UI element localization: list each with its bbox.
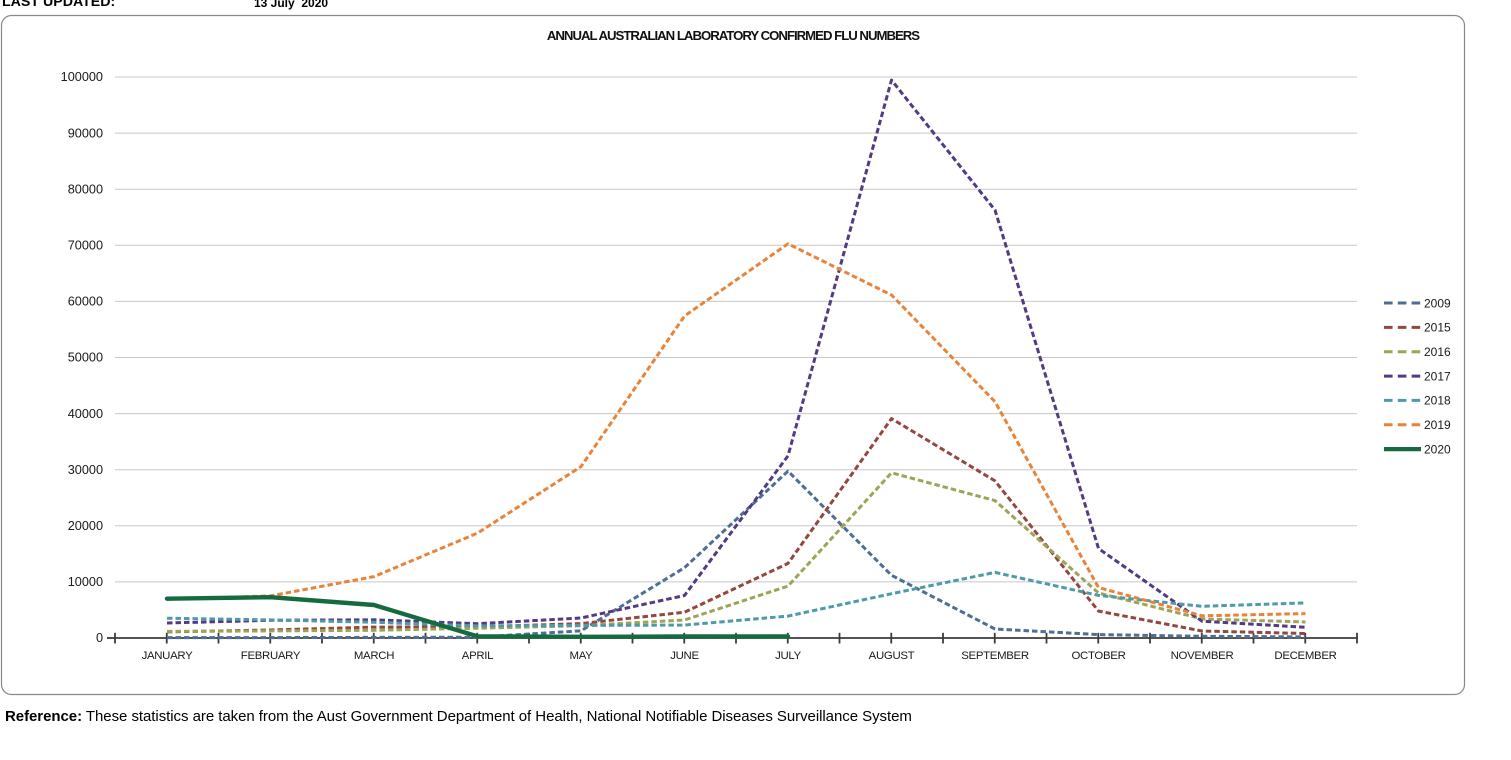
svg-text:40000: 40000 bbox=[68, 407, 103, 421]
svg-text:20000: 20000 bbox=[68, 519, 103, 533]
svg-text:2019: 2019 bbox=[1424, 418, 1451, 432]
svg-text:SEPTEMBER: SEPTEMBER bbox=[961, 650, 1029, 662]
svg-text:NOVEMBER: NOVEMBER bbox=[1171, 650, 1234, 662]
svg-text:60000: 60000 bbox=[68, 295, 103, 309]
svg-text:30000: 30000 bbox=[68, 463, 103, 477]
svg-text:2018: 2018 bbox=[1424, 394, 1451, 408]
svg-text:MAY: MAY bbox=[570, 650, 594, 662]
svg-text:OCTOBER: OCTOBER bbox=[1071, 650, 1125, 662]
svg-text:JUNE: JUNE bbox=[670, 650, 699, 662]
svg-text:0: 0 bbox=[96, 631, 103, 645]
svg-text:2016: 2016 bbox=[1424, 345, 1451, 359]
svg-text:FEBRUARY: FEBRUARY bbox=[241, 650, 301, 662]
svg-text:70000: 70000 bbox=[68, 239, 103, 253]
svg-text:10000: 10000 bbox=[68, 575, 103, 589]
svg-text:APRIL: APRIL bbox=[462, 650, 493, 662]
svg-text:JANUARY: JANUARY bbox=[142, 650, 194, 662]
svg-text:2015: 2015 bbox=[1424, 321, 1451, 335]
svg-text:2009: 2009 bbox=[1424, 296, 1451, 310]
svg-text:90000: 90000 bbox=[68, 126, 103, 140]
svg-text:100000: 100000 bbox=[61, 70, 103, 84]
svg-text:AUGUST: AUGUST bbox=[869, 650, 915, 662]
svg-text:2020: 2020 bbox=[1424, 442, 1451, 456]
svg-text:DECEMBER: DECEMBER bbox=[1274, 650, 1336, 662]
svg-text:80000: 80000 bbox=[68, 182, 103, 196]
svg-text:JULY: JULY bbox=[775, 650, 802, 662]
svg-text:ANNUAL AUSTRALIAN LABORATORY C: ANNUAL AUSTRALIAN LABORATORY CONFIRMED F… bbox=[547, 28, 920, 43]
svg-text:2017: 2017 bbox=[1424, 369, 1451, 383]
svg-text:MARCH: MARCH bbox=[354, 650, 394, 662]
svg-text:50000: 50000 bbox=[68, 351, 103, 365]
